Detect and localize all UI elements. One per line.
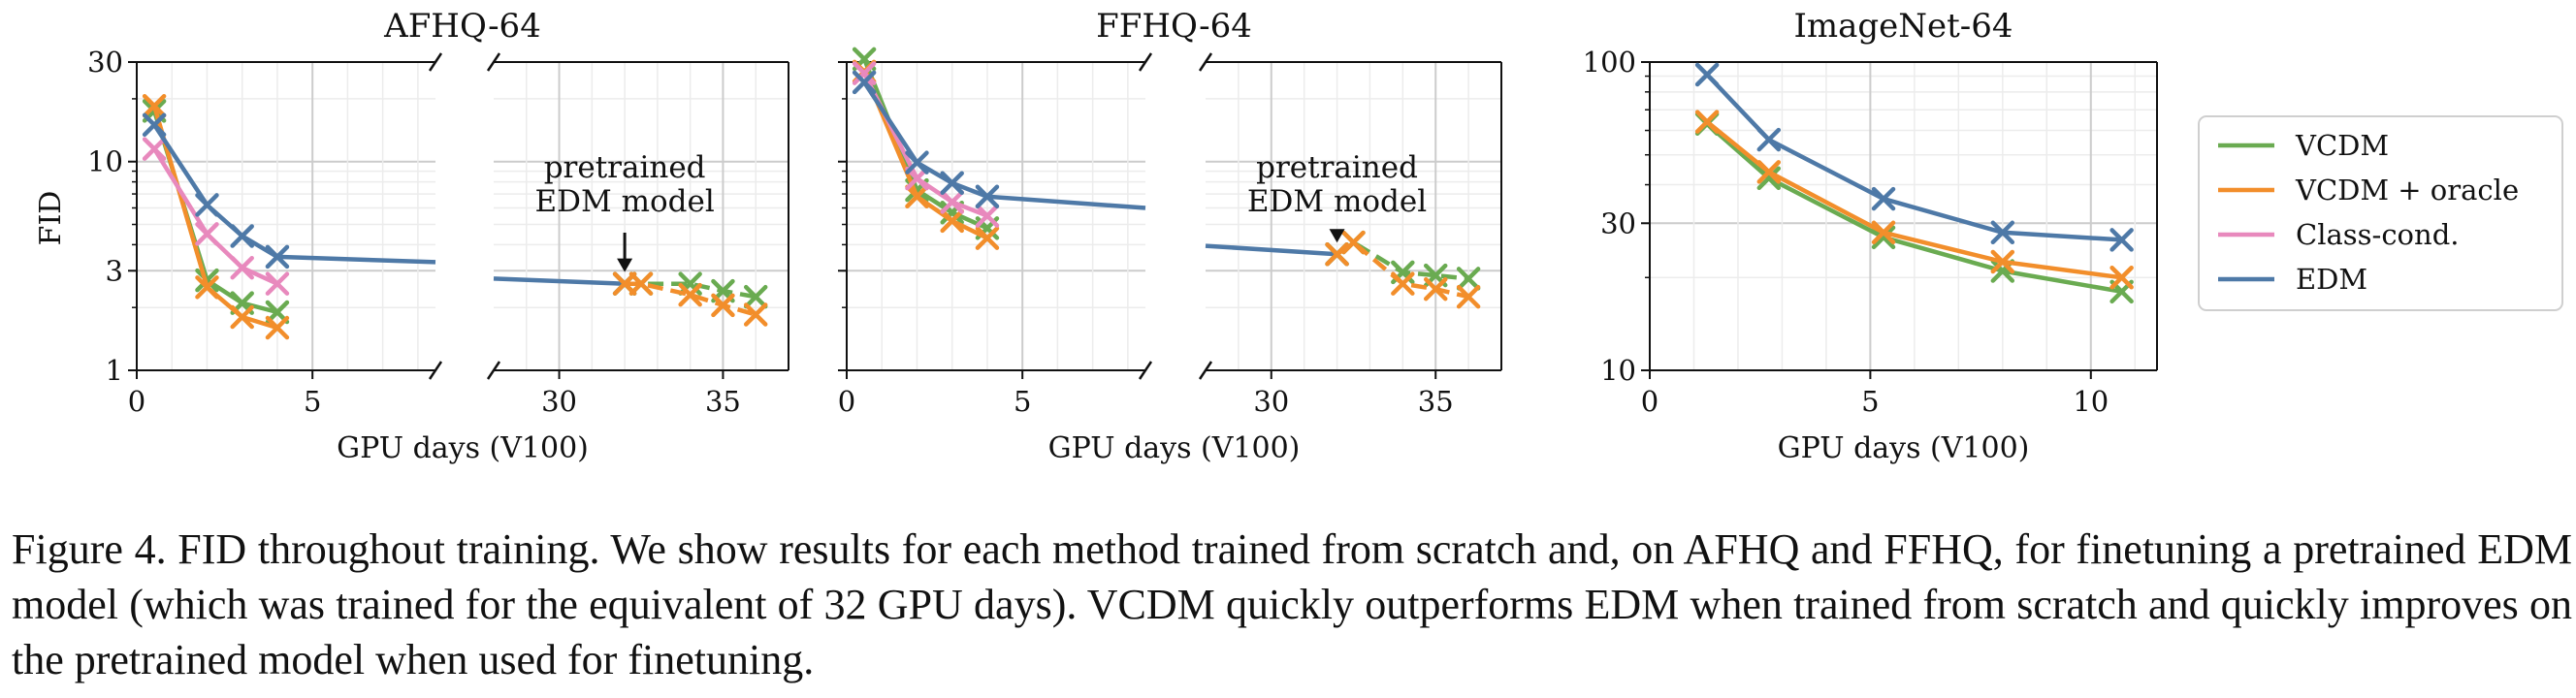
afhq-right-xtick-label: 30: [541, 385, 577, 418]
imagenet-vcdm-oracle-point: [2109, 266, 2134, 290]
ffhq-left-xtick-label: 5: [1014, 385, 1031, 418]
ffhq-right-xtick-label: 30: [1253, 385, 1289, 418]
ffhq-axis-break: [1198, 52, 1213, 72]
afhq-class-cond-point: [142, 137, 167, 161]
afhq-annotation-line2: EDM model: [534, 184, 714, 219]
afhq-annotation-line1: pretrained: [544, 150, 706, 185]
afhq-annotation-arrowhead: [617, 258, 633, 272]
ffhq-edm-point: [852, 70, 877, 95]
afhq-axis-break: [428, 361, 443, 380]
imagenet-ytick-label: 100: [1583, 46, 1636, 79]
ffhq-vcdm-oracle-point: [1325, 241, 1349, 267]
afhq-class-cond-line: [152, 147, 278, 286]
ffhq-vcdm-oracle-point: [975, 226, 1000, 250]
ffhq-annotation-line1: pretrained: [1256, 150, 1418, 185]
imagenet-xtick-label: 10: [2073, 385, 2109, 418]
afhq-class-cond-point: [230, 255, 254, 280]
imagenet-vcdm-oracle-point: [1756, 160, 1782, 184]
afhq-vcdm-oracle-point: [612, 271, 637, 296]
ffhq-class-cond-point: [975, 204, 1000, 228]
ffhq-xlabel: GPU days (V100): [1048, 431, 1301, 465]
afhq-vcdm-oracle-line: [625, 281, 757, 317]
afhq-vcdm-oracle-point: [628, 271, 654, 296]
figure-caption: Figure 4. FID throughout training. We sh…: [12, 525, 2572, 684]
ffhq-left-xtick-label: 0: [838, 385, 855, 418]
afhq-vcdm-point: [743, 284, 768, 309]
imagenet-xtick-label: 0: [1641, 385, 1658, 418]
afhq-edm-point: [265, 244, 290, 270]
imagenet-edm-point: [1990, 220, 2015, 245]
afhq-vcdm-oracle-point: [265, 315, 290, 340]
afhq-vcdm-oracle-point: [711, 293, 735, 318]
afhq-axis-break: [486, 52, 501, 72]
afhq-axis-break: [428, 52, 443, 72]
afhq-vcdm-oracle-point: [743, 302, 768, 327]
afhq-ytick-label: 1: [106, 354, 123, 387]
ffhq-annotation-line2: EDM model: [1247, 184, 1427, 219]
ffhq-edm-point: [975, 184, 1000, 209]
afhq-vcdm-oracle-point: [142, 93, 167, 118]
afhq-ytick-label: 30: [87, 46, 123, 79]
imagenet-vcdm-oracle-point: [1694, 110, 1720, 134]
afhq-edm-line: [493, 276, 626, 286]
afhq-right-xtick-label: 35: [705, 385, 741, 418]
afhq-axis-break: [486, 361, 501, 380]
afhq-class-cond-point: [265, 271, 290, 296]
legend-label-vcdm: VCDM: [2295, 129, 2389, 162]
afhq-vcdm-oracle-point: [195, 275, 219, 300]
ffhq-vcdm-point: [1456, 267, 1481, 291]
ffhq-edm-line: [1205, 243, 1337, 257]
afhq-edm-point: [142, 112, 167, 138]
ffhq-title: FFHQ-64: [1096, 7, 1252, 46]
imagenet-xtick-label: 5: [1861, 385, 1879, 418]
imagenet-vcdm-oracle-point: [1871, 220, 1896, 245]
ffhq-edm-point: [905, 150, 929, 174]
ffhq-axis-break: [1138, 361, 1153, 380]
ffhq-class-cond-point: [852, 61, 877, 85]
ffhq-vcdm-oracle-point: [1456, 284, 1481, 309]
ffhq-vcdm-oracle-point: [940, 208, 964, 234]
afhq-vcdm-oracle-point: [678, 282, 702, 307]
ffhq-vcdm-oracle-line: [862, 71, 988, 240]
afhq-vcdm-oracle-point: [230, 304, 254, 330]
afhq-xlabel: GPU days (V100): [337, 431, 589, 465]
afhq-ytick-label: 10: [87, 145, 123, 178]
imagenet-ytick-label: 30: [1600, 206, 1636, 239]
afhq-title: AFHQ-64: [383, 7, 541, 46]
afhq-ytick-label: 3: [106, 254, 123, 287]
imagenet-xlabel: GPU days (V100): [1778, 431, 2030, 465]
legend-label-vcdm-oracle: VCDM + oracle: [2295, 174, 2519, 206]
imagenet-ytick-label: 10: [1600, 354, 1636, 387]
afhq-vcdm-oracle-line: [151, 105, 278, 331]
afhq-left-xtick-label: 5: [304, 385, 321, 418]
legend-label-edm: EDM: [2296, 263, 2367, 296]
ffhq-class-cond-point: [940, 190, 964, 214]
ffhq-axis-break: [1138, 52, 1153, 72]
imagenet-edm-point: [2109, 228, 2134, 252]
imagenet-edm-point: [1871, 186, 1896, 211]
legend-box: [2198, 115, 2563, 311]
afhq-ylabel: FID: [34, 191, 68, 246]
ffhq-vcdm-oracle-point: [1423, 276, 1448, 301]
afhq-edm-point: [195, 193, 219, 217]
imagenet-title: ImageNet-64: [1793, 7, 2012, 46]
afhq-edm-point: [230, 224, 254, 248]
afhq-class-cond-point: [195, 222, 219, 246]
legend-label-class-cond: Class-cond.: [2296, 218, 2459, 251]
imagenet-vcdm-oracle-point: [1990, 249, 2015, 274]
afhq-left-xtick-label: 0: [128, 385, 145, 418]
imagenet-vcdm-point: [1756, 166, 1782, 191]
ffhq-vcdm-oracle-point: [905, 184, 929, 209]
ffhq-edm-point: [940, 171, 964, 196]
ffhq-annotation-arrowhead: [1329, 229, 1345, 243]
ffhq-axis-break: [1198, 361, 1213, 380]
ffhq-right-xtick-label: 35: [1418, 385, 1454, 418]
imagenet-edm-point: [1756, 127, 1782, 152]
imagenet-edm-point: [1694, 62, 1720, 87]
ffhq-vcdm-oracle-point: [1341, 230, 1366, 255]
ffhq-vcdm-oracle-point: [1391, 271, 1415, 296]
